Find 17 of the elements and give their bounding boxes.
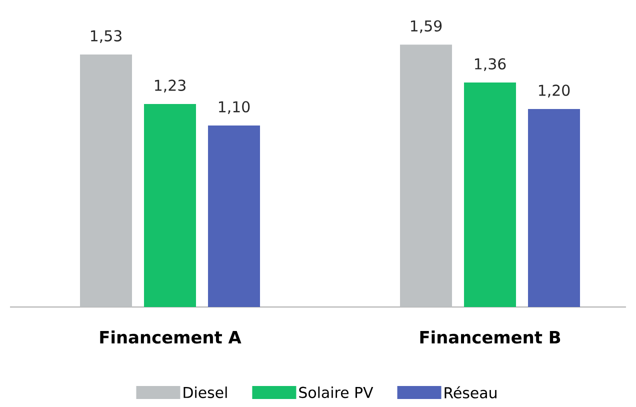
bar — [528, 108, 580, 307]
x-tick-label: Financement B — [420, 330, 560, 344]
legend-label: Solaire PV — [299, 386, 374, 398]
legend-label: Réseau — [444, 386, 496, 398]
legend-label: Diesel — [184, 386, 227, 398]
bar — [464, 82, 516, 307]
data-label: 1,53 — [91, 30, 122, 43]
data-label: 1,20 — [539, 84, 570, 98]
bar — [144, 104, 196, 307]
data-label: 1,23 — [155, 80, 186, 92]
data-label: 1,59 — [411, 20, 442, 34]
data-label: 1,36 — [475, 58, 506, 72]
bar — [208, 125, 260, 307]
bar — [80, 54, 132, 307]
x-tick-label: Financement A — [100, 330, 242, 344]
data-label: 1,10 — [219, 101, 250, 114]
bar — [400, 44, 452, 307]
